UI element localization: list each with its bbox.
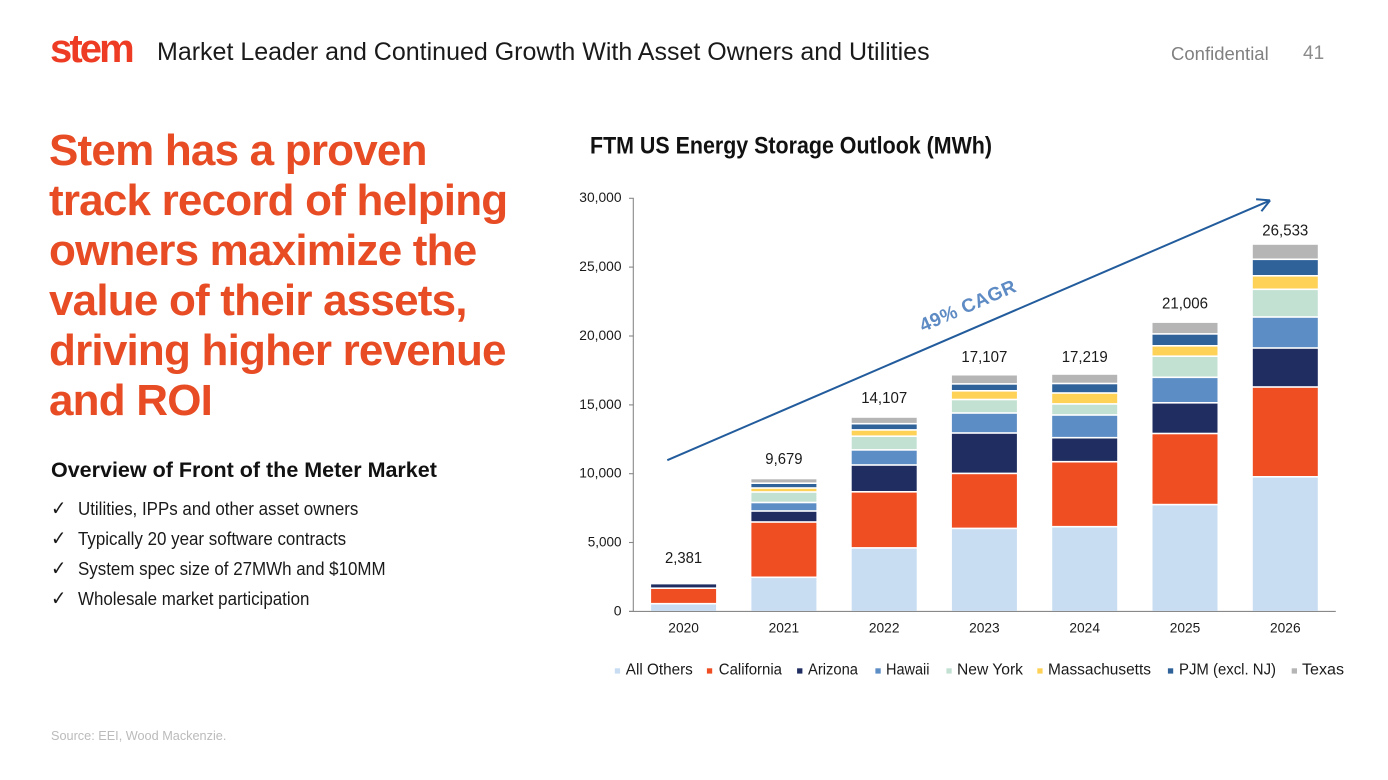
- svg-text:2025: 2025: [1170, 619, 1201, 635]
- svg-text:2021: 2021: [769, 619, 800, 635]
- svg-text:2023: 2023: [969, 619, 1000, 635]
- svg-text:New York: New York: [957, 662, 1023, 679]
- svg-text:2022: 2022: [869, 619, 900, 635]
- svg-text:Texas: Texas: [1302, 662, 1344, 679]
- svg-text:26,533: 26,533: [1262, 223, 1308, 240]
- svg-text:2,381: 2,381: [665, 550, 702, 567]
- svg-text:Hawaii: Hawaii: [886, 662, 930, 679]
- svg-text:2026: 2026: [1270, 619, 1301, 635]
- svg-text:FTM US Energy Storage Outlook: FTM US Energy Storage Outlook (MWh): [590, 133, 992, 160]
- svg-text:21,006: 21,006: [1162, 296, 1208, 313]
- svg-text:2024: 2024: [1069, 619, 1100, 635]
- svg-text:49% CAGR: 49% CAGR: [917, 276, 1020, 336]
- svg-text:9,679: 9,679: [765, 451, 802, 468]
- svg-text:25,000: 25,000: [579, 258, 621, 274]
- svg-text:10,000: 10,000: [579, 465, 621, 481]
- svg-text:PJM (excl. NJ): PJM (excl. NJ): [1179, 662, 1276, 679]
- svg-text:0: 0: [614, 602, 622, 618]
- svg-text:Arizona: Arizona: [808, 662, 858, 679]
- svg-text:17,107: 17,107: [961, 349, 1007, 366]
- svg-text:California: California: [719, 662, 783, 679]
- svg-text:20,000: 20,000: [579, 327, 621, 343]
- svg-text:2020: 2020: [668, 619, 699, 635]
- svg-text:15,000: 15,000: [579, 396, 621, 412]
- svg-text:30,000: 30,000: [579, 189, 621, 205]
- svg-text:14,107: 14,107: [861, 390, 907, 407]
- svg-text:5,000: 5,000: [588, 533, 622, 549]
- svg-text:17,219: 17,219: [1062, 349, 1108, 366]
- svg-text:All Others: All Others: [626, 662, 693, 679]
- svg-text:Massachusetts: Massachusetts: [1048, 662, 1151, 679]
